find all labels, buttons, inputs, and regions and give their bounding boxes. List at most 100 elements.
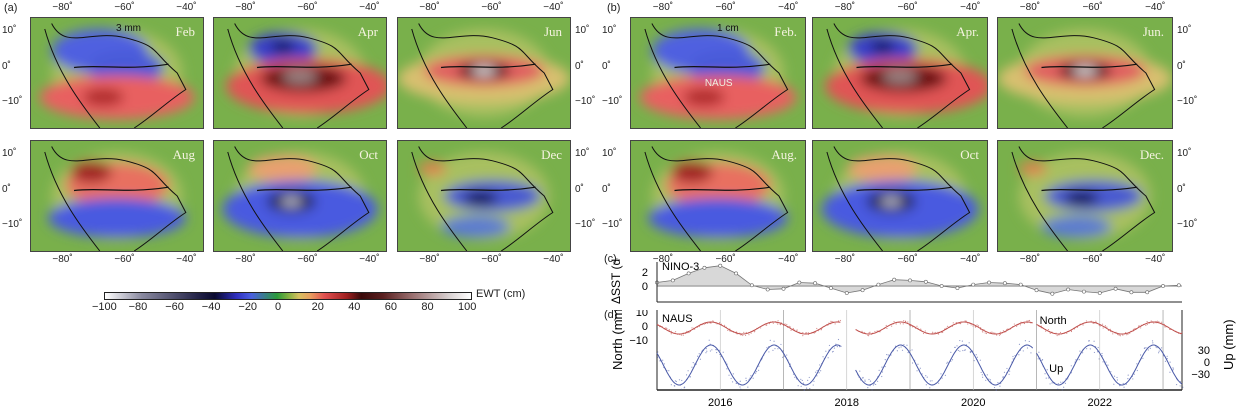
up-obs-point xyxy=(982,377,983,378)
ewt-anomaly xyxy=(870,41,894,52)
north-obs-point xyxy=(802,332,803,333)
north-obs-point xyxy=(719,322,720,323)
up-obs-point xyxy=(1093,341,1094,342)
up-obs-point xyxy=(902,350,903,351)
up-obs-point xyxy=(873,384,874,385)
north-obs-point xyxy=(688,332,689,333)
lat-tick: 0˚ xyxy=(575,184,584,195)
up-obs-point xyxy=(938,383,939,384)
month-label: Aug xyxy=(173,147,195,163)
colorbar-tick: −80 xyxy=(129,301,148,313)
north-obs-point xyxy=(773,323,774,324)
nino3-point xyxy=(845,291,848,294)
up-ytick: −30 xyxy=(1191,369,1210,381)
colorbar-tick: −20 xyxy=(238,301,257,313)
up-obs-point xyxy=(864,381,865,382)
north-obs-point xyxy=(903,323,904,324)
nino3-ytick: 2 xyxy=(642,267,648,279)
up-obs-point xyxy=(668,370,669,371)
up-obs-point xyxy=(758,366,759,367)
up-obs-point xyxy=(1051,382,1052,383)
up-obs-point xyxy=(710,350,711,351)
up-obs-point xyxy=(1159,351,1160,352)
up-obs-point xyxy=(803,383,804,384)
up-obs-point xyxy=(1148,349,1149,350)
ewt-anomaly xyxy=(283,69,317,84)
up-obs-point xyxy=(1150,348,1151,349)
up-obs-point xyxy=(829,345,830,346)
up-obs-point xyxy=(750,375,751,376)
map-panel_b-jun: Jun. xyxy=(997,17,1173,129)
north-obs-point xyxy=(751,333,752,334)
up-obs-point xyxy=(907,352,908,353)
north-obs-point xyxy=(1057,335,1058,336)
up-obs-point xyxy=(723,352,724,353)
north-obs-point xyxy=(830,321,831,322)
north-obs-point xyxy=(991,331,992,332)
north-obs-point xyxy=(896,323,897,324)
lon-tick: −80˚ xyxy=(235,2,255,13)
lat-tick: 0˚ xyxy=(1177,61,1186,72)
up-obs-point xyxy=(1090,348,1091,349)
north-obs-point xyxy=(1106,327,1107,328)
nino3-point xyxy=(956,287,959,290)
north-obs-point xyxy=(1164,326,1165,327)
up-obs-point xyxy=(1006,368,1007,369)
ewt-anomaly xyxy=(883,69,918,84)
ewt-anomaly xyxy=(271,41,295,52)
nino3-point xyxy=(1114,287,1117,290)
up-obs-point xyxy=(947,362,948,363)
up-obs-point xyxy=(976,354,977,355)
up-obs-point xyxy=(877,381,878,382)
colorbar-tick: −100 xyxy=(92,301,117,313)
north-obs-point xyxy=(743,332,744,333)
naus-xtick: 2022 xyxy=(1088,397,1112,409)
lat-tick: 10˚ xyxy=(575,25,589,36)
north-obs-point xyxy=(1157,321,1158,322)
up-obs-point xyxy=(798,385,799,386)
up-obs-point xyxy=(926,384,927,385)
lon-tick: −60˚ xyxy=(481,254,501,265)
month-label: Aug. xyxy=(771,147,797,163)
up-obs-point xyxy=(822,356,823,357)
north-obs-point xyxy=(790,330,791,331)
north-obs-point xyxy=(835,323,836,324)
lon-tick: −80˚ xyxy=(1020,2,1040,13)
up-obs-point xyxy=(746,380,747,381)
north-obs-point xyxy=(748,334,749,335)
north-obs-point xyxy=(742,335,743,336)
north-obs-point xyxy=(1153,323,1154,324)
north-obs-point xyxy=(986,333,987,334)
up-obs-point xyxy=(1102,361,1103,362)
up-obs-point xyxy=(726,368,727,369)
nino3-point xyxy=(1161,284,1164,287)
nino3-chart: NINO-320ΔSST (deg) xyxy=(600,258,1200,308)
up-obs-point xyxy=(1113,384,1114,385)
up-obs-point xyxy=(1142,358,1143,359)
up-obs-point xyxy=(964,350,965,351)
month-label: Apr. xyxy=(956,24,979,40)
ewt-anomaly xyxy=(648,198,787,238)
up-obs-point xyxy=(664,363,665,364)
north-obs-point xyxy=(886,325,887,326)
lat-tick: −10˚ xyxy=(575,219,595,230)
north-obs-point xyxy=(777,323,778,324)
lon-tick: −60˚ xyxy=(297,254,317,265)
up-obs-point xyxy=(807,380,808,381)
up-obs-point xyxy=(875,384,876,385)
lat-tick: −10˚ xyxy=(1177,96,1197,107)
map-panel_b-aug: Aug. xyxy=(630,140,806,252)
lat-tick: 10˚ xyxy=(2,25,16,36)
up-obs-point xyxy=(758,370,759,371)
up-obs-point xyxy=(1065,383,1066,384)
north-obs-point xyxy=(916,326,917,327)
up-obs-point xyxy=(1152,342,1153,343)
month-label: Jun. xyxy=(1143,24,1164,40)
north-obs-point xyxy=(1151,320,1152,321)
north-obs-point xyxy=(671,333,672,334)
panel-label-a: (a) xyxy=(4,2,17,14)
north-obs-point xyxy=(920,328,921,329)
up-obs-point xyxy=(881,376,882,377)
north-obs-point xyxy=(893,321,894,322)
up-obs-point xyxy=(662,360,663,361)
